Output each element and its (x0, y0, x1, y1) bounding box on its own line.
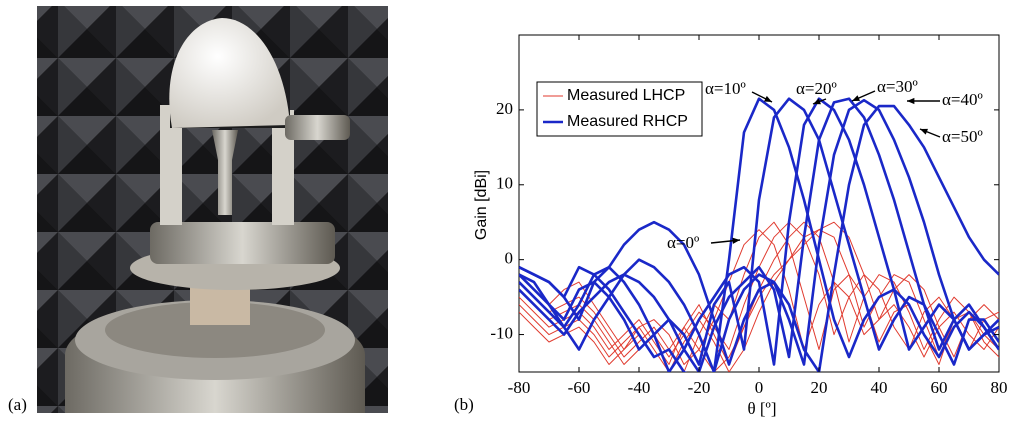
gain-curve (519, 229, 999, 372)
photo (37, 6, 388, 413)
panel-label: (a) (8, 395, 27, 414)
x-tick-label: -60 (568, 378, 591, 397)
annotation-arrowhead (852, 95, 860, 101)
y-tick-label: -10 (490, 323, 513, 342)
annotation-arrowhead (813, 98, 821, 105)
gain-curve (519, 98, 999, 372)
plot-lines (519, 97, 999, 372)
annotation-arrowhead (764, 95, 772, 102)
y-axis-label: Gain [dBi] (473, 170, 490, 240)
annotation: α=40º (942, 90, 983, 109)
legend-label: Measured LHCP (567, 87, 685, 104)
x-tick-label: 80 (991, 378, 1008, 397)
panel-label: (b) (454, 395, 474, 414)
annotation: α=30º (877, 77, 918, 96)
gain-curve (519, 104, 999, 372)
y-tick-label: 0 (505, 249, 514, 268)
annotation: α=0º (667, 233, 699, 252)
legend-box (536, 81, 703, 137)
legend-label: Measured RHCP (567, 113, 688, 130)
gain-curve (519, 97, 999, 366)
x-tick-label: 20 (811, 378, 828, 397)
y-tick-label: 20 (496, 99, 513, 118)
x-tick-label: -20 (688, 378, 711, 397)
annotation-arrowhead (907, 97, 915, 105)
annotation: α=20º (796, 79, 837, 98)
annotation-arrowhead (732, 237, 740, 244)
annotation: α=10º (705, 79, 746, 98)
x-tick-label: 0 (755, 378, 764, 397)
x-axis-label: θ [º] (748, 399, 777, 418)
y-tick-label: 10 (496, 174, 513, 193)
x-tick-label: -40 (628, 378, 651, 397)
annotation: α=50º (942, 127, 983, 146)
annotation-arrowhead (920, 128, 928, 135)
gain-curve (519, 97, 999, 372)
x-tick-label: 40 (871, 378, 888, 397)
gain-curve (519, 97, 999, 372)
x-tick-label: -80 (508, 378, 531, 397)
gain-curve (519, 221, 999, 365)
gain-curve (519, 97, 999, 372)
x-tick-label: 60 (931, 378, 948, 397)
gain-curve (519, 221, 999, 372)
